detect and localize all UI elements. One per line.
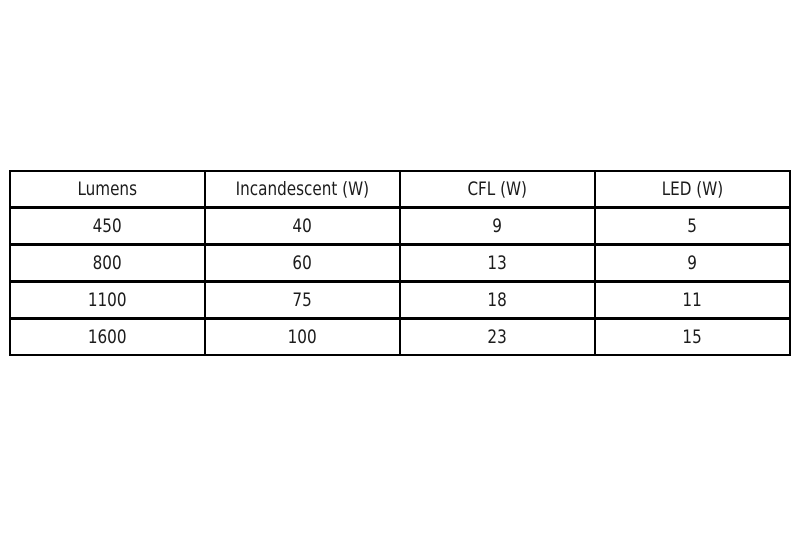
- column-header-label: LED (W): [661, 178, 724, 200]
- cell-value: 60: [292, 252, 313, 274]
- cell-value: 1100: [88, 289, 127, 311]
- table-cell: 1600: [9, 317, 206, 356]
- table-cell: 13: [399, 243, 596, 283]
- cell-value: 5: [687, 215, 698, 237]
- column-header-led: LED (W): [594, 170, 791, 209]
- table-cell: 15: [594, 317, 791, 356]
- table-cell: 23: [399, 317, 596, 356]
- table-cell: 1100: [9, 280, 206, 320]
- cell-value: 13: [487, 252, 508, 274]
- cell-value: 23: [487, 326, 508, 348]
- cell-value: 9: [687, 252, 698, 274]
- table-cell: 450: [9, 206, 206, 246]
- table-header-row: Lumens Incandescent (W) CFL (W) LED (W): [9, 170, 791, 209]
- column-header-label: Lumens: [77, 178, 138, 200]
- table-row: 1600 100 23 15: [9, 317, 791, 356]
- table-row: 800 60 13 9: [9, 243, 791, 283]
- cell-value: 11: [682, 289, 703, 311]
- table-cell: 18: [399, 280, 596, 320]
- cell-value: 100: [287, 326, 317, 348]
- cell-value: 1600: [88, 326, 127, 348]
- table-cell: 75: [204, 280, 401, 320]
- column-header-cfl: CFL (W): [399, 170, 596, 209]
- table-cell: 40: [204, 206, 401, 246]
- table-cell: 5: [594, 206, 791, 246]
- table-cell: 100: [204, 317, 401, 356]
- table-row: 450 40 9 5: [9, 206, 791, 246]
- cell-value: 75: [292, 289, 313, 311]
- column-header-lumens: Lumens: [9, 170, 206, 209]
- column-header-incandescent: Incandescent (W): [204, 170, 401, 209]
- table-cell: 800: [9, 243, 206, 283]
- cell-value: 450: [92, 215, 122, 237]
- lighting-equivalence-table: Lumens Incandescent (W) CFL (W) LED (W) …: [9, 170, 791, 356]
- data-table: Lumens Incandescent (W) CFL (W) LED (W) …: [9, 170, 791, 356]
- table-row: 1100 75 18 11: [9, 280, 791, 320]
- cell-value: 40: [292, 215, 313, 237]
- table-cell: 60: [204, 243, 401, 283]
- cell-value: 9: [492, 215, 503, 237]
- table-cell: 9: [399, 206, 596, 246]
- table-cell: 9: [594, 243, 791, 283]
- cell-value: 800: [92, 252, 122, 274]
- column-header-label: Incandescent (W): [235, 178, 370, 200]
- cell-value: 15: [682, 326, 703, 348]
- table-cell: 11: [594, 280, 791, 320]
- table-body: 450 40 9 5 800 60 13 9 1100 75 18 11 160…: [9, 206, 791, 356]
- column-header-label: CFL (W): [467, 178, 528, 200]
- cell-value: 18: [487, 289, 508, 311]
